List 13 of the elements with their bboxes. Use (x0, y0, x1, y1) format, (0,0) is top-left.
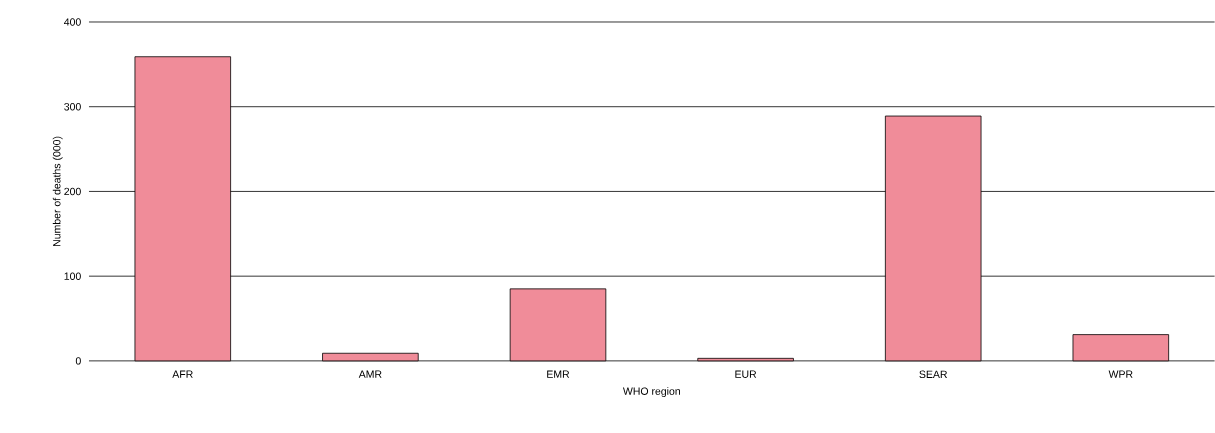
y-tick-label: 300 (64, 103, 81, 111)
x-tick-label: AFR (172, 370, 193, 378)
y-axis-title: Number of deaths (000) (52, 136, 63, 247)
x-tick-label: WPR (1108, 370, 1133, 378)
y-tick-label: 200 (64, 187, 81, 196)
y-tick-label: 400 (64, 18, 81, 26)
x-tick-label: SEAR (919, 370, 948, 379)
x-axis-title: WHO region (622, 387, 680, 398)
x-tick-label: EMR (547, 370, 570, 378)
x-tick-label: AMR (358, 370, 382, 378)
x-tick-label: EUR (735, 370, 757, 378)
y-tick-label: 100 (64, 272, 81, 280)
y-tick-label: 0 (75, 357, 81, 365)
